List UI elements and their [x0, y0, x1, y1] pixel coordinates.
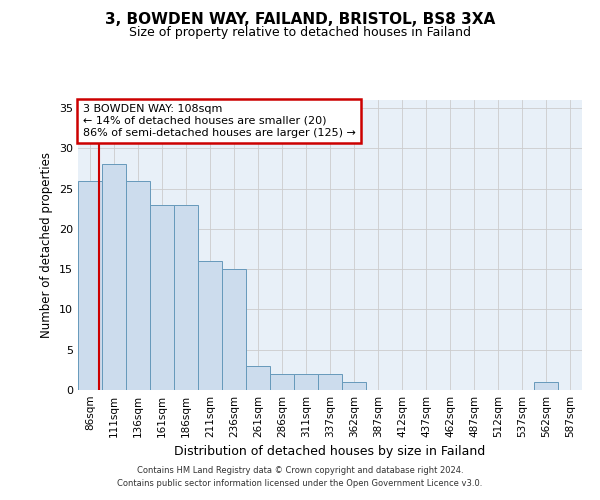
- Bar: [222, 269, 246, 390]
- Bar: [294, 374, 318, 390]
- Bar: [534, 382, 558, 390]
- Bar: [318, 374, 342, 390]
- Bar: [246, 366, 270, 390]
- Text: 3, BOWDEN WAY, FAILAND, BRISTOL, BS8 3XA: 3, BOWDEN WAY, FAILAND, BRISTOL, BS8 3XA: [105, 12, 495, 28]
- Text: Contains HM Land Registry data © Crown copyright and database right 2024.
Contai: Contains HM Land Registry data © Crown c…: [118, 466, 482, 487]
- Bar: [102, 164, 126, 390]
- Bar: [126, 180, 150, 390]
- Bar: [270, 374, 294, 390]
- Bar: [78, 180, 102, 390]
- Y-axis label: Number of detached properties: Number of detached properties: [40, 152, 53, 338]
- Text: 3 BOWDEN WAY: 108sqm
← 14% of detached houses are smaller (20)
86% of semi-detac: 3 BOWDEN WAY: 108sqm ← 14% of detached h…: [83, 104, 356, 138]
- X-axis label: Distribution of detached houses by size in Failand: Distribution of detached houses by size …: [175, 446, 485, 458]
- Bar: [174, 204, 198, 390]
- Bar: [150, 204, 174, 390]
- Bar: [198, 261, 222, 390]
- Bar: [342, 382, 366, 390]
- Text: Size of property relative to detached houses in Failand: Size of property relative to detached ho…: [129, 26, 471, 39]
